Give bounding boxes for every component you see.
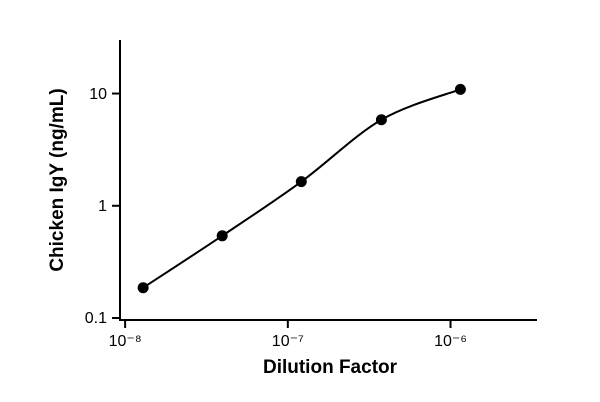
x-tick-label: 10⁻⁶: [434, 333, 467, 350]
x-tick-label: 10⁻⁸: [109, 333, 142, 350]
data-point: [137, 282, 149, 294]
data-point: [375, 114, 387, 126]
fit-curve: [142, 88, 461, 289]
x-tick-label: 10⁻⁷: [272, 333, 304, 350]
y-tick-label: 1: [98, 198, 107, 215]
y-tick-label: 10: [89, 86, 107, 103]
data-point: [216, 230, 228, 242]
data-point: [454, 83, 466, 95]
y-tick-label: 0.1: [85, 310, 107, 327]
data-point: [295, 176, 307, 188]
x-axis-title: Dilution Factor: [263, 357, 398, 378]
y-axis-title: Chicken IgY (ng/mL): [47, 88, 68, 271]
